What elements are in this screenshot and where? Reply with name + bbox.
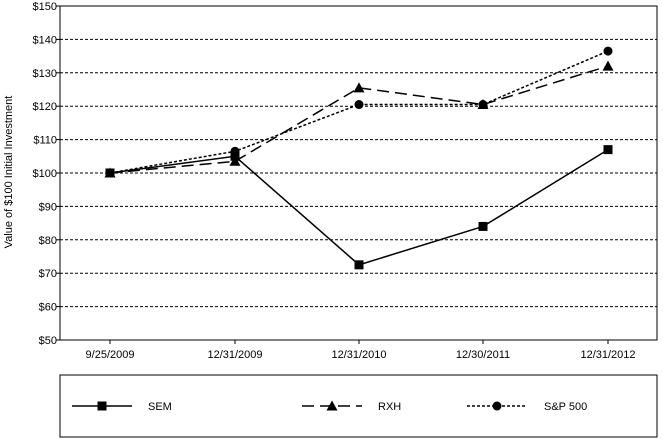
legend-marker-s-p-500: [492, 401, 502, 411]
data-point-sem: [603, 145, 613, 155]
y-tick-label: $100: [33, 168, 57, 180]
legend-item-s-p-500: S&P 500: [467, 401, 587, 413]
y-tick-label: $60: [39, 302, 57, 314]
legend-item-sem: SEM: [72, 401, 172, 413]
data-point-rxh: [229, 155, 241, 166]
gridlines: [60, 38, 657, 308]
legend-label-sem: SEM: [148, 401, 172, 413]
y-tick-label: $120: [33, 101, 57, 113]
data-point-s-p-500: [478, 100, 488, 110]
x-tick-label: 12/31/2012: [580, 349, 635, 361]
data-point-s-p-500: [105, 168, 115, 178]
data-point-sem: [354, 260, 364, 270]
legend-marker-rxh: [326, 400, 338, 411]
legend-items: SEM RXH S&P 500: [72, 400, 587, 413]
y-tick-label: $110: [33, 135, 57, 147]
data-point-s-p-500: [603, 46, 613, 56]
data-point-rxh: [353, 82, 365, 93]
data-point-sem: [478, 221, 488, 231]
legend: [59, 374, 658, 438]
series-layer: [104, 46, 614, 270]
series-s-p-500: [105, 46, 613, 178]
series-line-rxh: [109, 65, 609, 174]
legend-label-s-p-500: S&P 500: [544, 401, 587, 413]
y-tick-label: $90: [39, 201, 57, 213]
x-tick-label: 12/31/2009: [207, 349, 262, 361]
legend-item-rxh: RXH: [302, 400, 401, 413]
series-line-s-p-500: [109, 50, 609, 174]
y-tick-label: $70: [39, 268, 57, 280]
data-point-rxh: [602, 60, 614, 71]
y-tick-label: $80: [39, 235, 57, 247]
x-tick-label: 12/30/2011: [456, 349, 510, 361]
data-point-s-p-500: [230, 146, 240, 156]
x-tick-label: 12/31/2010: [331, 349, 386, 361]
y-tick-label: $150: [33, 1, 57, 13]
legend-label-rxh: RXH: [378, 401, 401, 413]
series-line-sem: [109, 148, 609, 266]
series-sem: [105, 145, 613, 270]
y-tick-label: $50: [39, 335, 57, 347]
y-tick-label: $130: [33, 68, 57, 80]
y-axis-title: Value of $100 Initial Investment: [3, 96, 15, 249]
x-axis-ticks: 9/25/2009 12/31/2009 12/31/2010 12/30/2011 1…: [86, 340, 636, 361]
y-axis-ticks: $50 $60 $70 $80 $90 $100 $110 $120 $130 $140 $150: [33, 1, 60, 347]
y-tick-label: $140: [33, 34, 57, 46]
legend-marker-sem: [97, 401, 107, 411]
x-tick-label: 9/25/2009: [86, 349, 135, 361]
data-point-s-p-500: [354, 100, 364, 110]
